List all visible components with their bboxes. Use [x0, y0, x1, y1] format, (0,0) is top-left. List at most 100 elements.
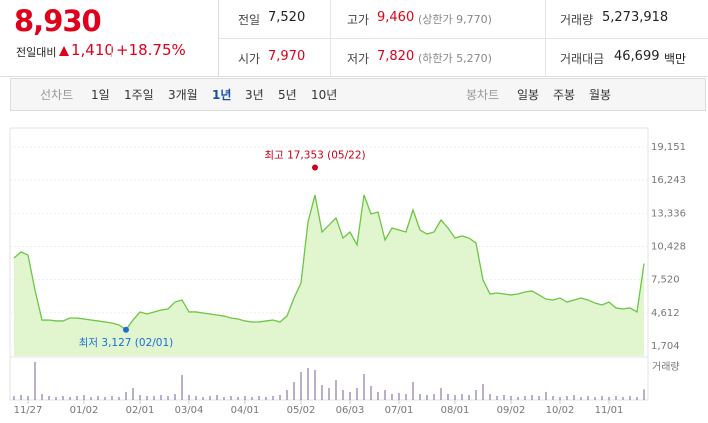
volume-bar	[104, 397, 106, 400]
volume-bar	[622, 397, 624, 400]
annotation-dot	[123, 326, 129, 333]
volume-bar	[97, 396, 99, 400]
area	[14, 195, 644, 356]
x-tick-label: 08/01	[441, 405, 470, 416]
volume-bar	[419, 394, 421, 400]
volume-bar	[482, 384, 484, 400]
volume-bar	[132, 388, 134, 400]
period-tab[interactable]: 10년	[311, 88, 338, 102]
volume-bar	[356, 388, 358, 400]
volume-bar	[202, 397, 204, 400]
period-tab[interactable]: 3년	[245, 88, 264, 102]
period-tab[interactable]: 1일	[91, 88, 110, 102]
stat-label: 거래량	[560, 13, 594, 27]
volume-bar	[265, 397, 267, 400]
volume-bar	[314, 370, 316, 400]
volume-bar	[426, 395, 428, 400]
volume-bar	[13, 396, 15, 400]
volume-bar	[90, 397, 92, 400]
volume-bar	[580, 397, 582, 400]
volume-bar	[601, 396, 603, 400]
stat-label: 저가	[347, 52, 370, 66]
y-tick-label: 13,336	[651, 208, 686, 219]
volume-bar	[615, 396, 617, 400]
stat-label: 고가	[347, 13, 370, 27]
volume-bar	[636, 397, 638, 400]
volume-bar	[447, 394, 449, 400]
period-tab[interactable]: 1년	[212, 88, 232, 102]
x-tick-label: 07/01	[385, 405, 414, 416]
candle-tab[interactable]: 월봉	[589, 88, 612, 102]
tab-group-label: 선차트	[40, 88, 74, 102]
x-tick-label: 01/02	[70, 405, 99, 416]
stat-note: (하한가 5,270)	[418, 52, 492, 65]
volume-bar	[48, 396, 50, 400]
x-tick-label: 10/02	[546, 405, 575, 416]
volume-bar	[83, 395, 85, 400]
x-tick-label: 04/01	[231, 405, 260, 416]
x-tick-label: 11/27	[14, 405, 43, 416]
volume-bar	[531, 395, 533, 400]
tab-bar	[10, 78, 706, 111]
volume-bar	[293, 382, 295, 400]
separator	[111, 45, 112, 57]
price: 8,930	[14, 4, 102, 38]
tab-group-label: 봉차트	[466, 88, 500, 102]
candle-tab[interactable]: 주봉	[553, 88, 576, 102]
volume-bar	[146, 396, 148, 400]
volume-label: 거래량	[652, 361, 680, 373]
divider	[545, 0, 546, 76]
volume-bar	[335, 380, 337, 400]
stat-label: 시가	[238, 52, 261, 66]
volume-bar	[160, 395, 162, 400]
x-tick-label: 02/01	[126, 405, 155, 416]
volume-bar	[384, 390, 386, 400]
volume-bar	[76, 396, 78, 400]
volume-bar	[503, 395, 505, 400]
volume-bar	[524, 396, 526, 400]
volume-bar	[328, 388, 330, 400]
change-label: 전일대비	[16, 46, 57, 59]
y-tick-label: 10,428	[651, 241, 686, 252]
price-line	[13, 194, 645, 331]
volume-bar	[433, 394, 435, 400]
volume-bar	[594, 397, 596, 400]
volume-bar	[111, 396, 113, 400]
stat-label: 거래대금	[560, 52, 605, 66]
volume-bar	[216, 395, 218, 400]
volume-bar	[258, 396, 260, 400]
y-tick-label: 16,243	[651, 175, 686, 186]
volume-bar	[643, 389, 645, 400]
volume-bar	[566, 396, 568, 400]
period-tab[interactable]: 5년	[278, 88, 297, 102]
volume-bar	[279, 395, 281, 400]
volume-bar	[510, 396, 512, 400]
period-tab[interactable]: 1주일	[124, 88, 154, 102]
volume-bar	[489, 394, 491, 400]
volume-bar	[454, 395, 456, 400]
volume-bar	[244, 396, 246, 400]
volume-bar	[545, 392, 547, 400]
volume-bar	[370, 386, 372, 400]
volume-bar	[405, 394, 407, 400]
volume-bar	[286, 390, 288, 400]
stat-value: 7,520	[268, 10, 306, 25]
volume-bar	[552, 396, 554, 400]
volume-bar	[573, 395, 575, 400]
candle-tab[interactable]: 일봉	[517, 88, 540, 102]
volume-bar	[349, 392, 351, 400]
volume-bar	[69, 397, 71, 400]
volume-bar	[629, 396, 631, 400]
volume-bar	[27, 396, 29, 400]
stat-value: 46,699	[614, 49, 660, 64]
volume-bar	[391, 394, 393, 400]
volume-bar	[20, 395, 22, 400]
volume-bar	[230, 396, 232, 400]
volume-bar	[34, 362, 36, 400]
period-tab[interactable]: 3개월	[168, 88, 198, 102]
volume-bar	[62, 396, 64, 400]
stat-value: 7,970	[268, 49, 306, 64]
volume-bar	[468, 395, 470, 400]
